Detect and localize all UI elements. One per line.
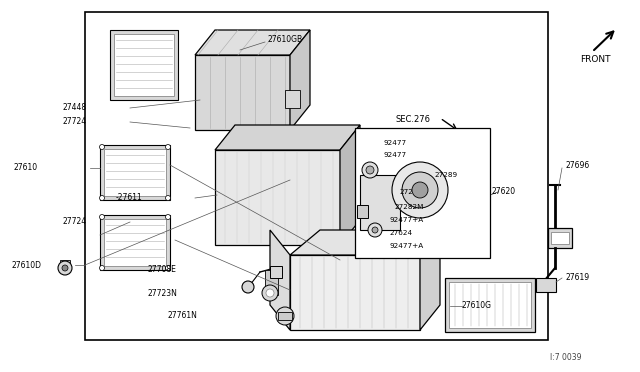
Circle shape — [99, 215, 104, 219]
Circle shape — [166, 215, 170, 219]
Bar — [110, 30, 178, 100]
Text: 27724: 27724 — [63, 118, 87, 126]
Circle shape — [392, 162, 448, 218]
Text: 92477: 92477 — [384, 140, 407, 146]
Bar — [100, 215, 170, 270]
Bar — [449, 282, 531, 328]
Polygon shape — [270, 230, 290, 330]
Text: 27724: 27724 — [63, 218, 87, 227]
Bar — [195, 55, 290, 130]
Bar — [355, 128, 490, 258]
Text: 27229: 27229 — [399, 189, 422, 195]
Text: 27282M: 27282M — [394, 204, 424, 210]
Circle shape — [62, 265, 68, 271]
Text: I:7 0039: I:7 0039 — [550, 353, 582, 362]
Bar — [85, 12, 548, 340]
Circle shape — [372, 227, 378, 233]
Bar — [548, 228, 572, 248]
Bar — [285, 90, 300, 108]
Bar — [360, 175, 400, 230]
Bar — [60, 260, 70, 264]
Text: 92477+A: 92477+A — [389, 217, 423, 223]
Text: FRONT: FRONT — [580, 55, 611, 64]
Text: 27761N: 27761N — [168, 311, 198, 321]
Text: -27611: -27611 — [115, 193, 142, 202]
Text: 27620: 27620 — [492, 187, 516, 196]
Text: 92477: 92477 — [384, 152, 407, 158]
Text: 27448: 27448 — [63, 103, 87, 112]
Circle shape — [99, 266, 104, 270]
Bar — [265, 270, 278, 295]
Text: 27624: 27624 — [389, 230, 412, 236]
Circle shape — [166, 196, 170, 201]
Circle shape — [99, 144, 104, 150]
Bar — [114, 34, 174, 96]
Text: 92477+A: 92477+A — [389, 243, 423, 249]
Text: SEC.276: SEC.276 — [395, 115, 430, 125]
Polygon shape — [195, 30, 310, 55]
Bar — [551, 232, 569, 244]
Circle shape — [242, 281, 254, 293]
Polygon shape — [290, 30, 310, 130]
Text: 27610GB: 27610GB — [267, 35, 302, 45]
Bar — [536, 278, 556, 292]
Bar — [215, 150, 340, 245]
Bar — [445, 278, 535, 332]
Bar — [104, 149, 166, 196]
Bar — [278, 312, 292, 320]
Text: 27289: 27289 — [434, 172, 457, 178]
Bar — [270, 266, 282, 278]
Bar — [290, 255, 420, 330]
Bar — [357, 205, 368, 218]
Polygon shape — [290, 230, 440, 255]
Circle shape — [368, 223, 382, 237]
Text: 27610: 27610 — [14, 164, 38, 173]
Text: 27708E: 27708E — [148, 266, 177, 275]
Circle shape — [276, 307, 294, 325]
Text: 27619: 27619 — [565, 273, 589, 282]
Polygon shape — [420, 230, 440, 330]
Circle shape — [166, 144, 170, 150]
Circle shape — [266, 289, 274, 297]
Circle shape — [58, 261, 72, 275]
Circle shape — [99, 196, 104, 201]
Circle shape — [412, 182, 428, 198]
Text: 27610G: 27610G — [462, 301, 492, 311]
Polygon shape — [215, 125, 360, 150]
Polygon shape — [340, 125, 360, 245]
Text: 27696: 27696 — [565, 160, 589, 170]
Bar — [100, 145, 170, 200]
Bar — [104, 219, 166, 266]
Circle shape — [262, 285, 278, 301]
Circle shape — [166, 266, 170, 270]
Circle shape — [366, 166, 374, 174]
Text: 27610D: 27610D — [12, 260, 42, 269]
Circle shape — [362, 162, 378, 178]
Text: 27723N: 27723N — [148, 289, 178, 298]
Circle shape — [402, 172, 438, 208]
